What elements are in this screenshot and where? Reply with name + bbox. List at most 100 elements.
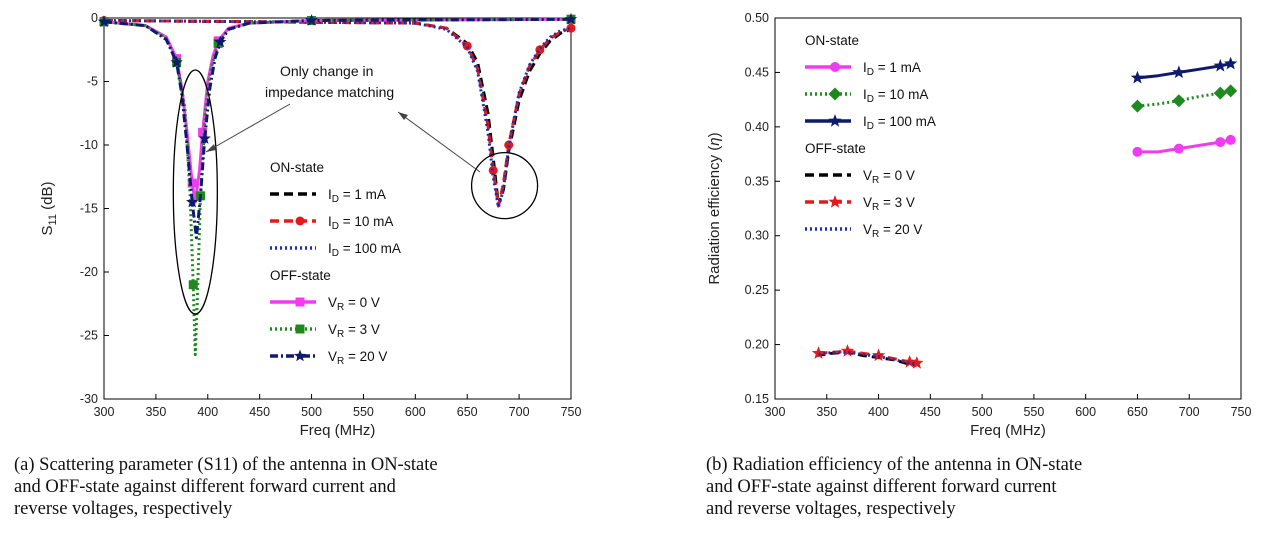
caption-b: (b) Radiation efficiency of the antenna … bbox=[706, 455, 1083, 519]
data-point bbox=[305, 14, 318, 26]
x-tick-label: 750 bbox=[1231, 405, 1252, 419]
data-point bbox=[1172, 65, 1186, 79]
data-point bbox=[198, 127, 208, 137]
legend-label-0: ID = 1 mA bbox=[328, 187, 386, 205]
caption-a: (a) Scattering parameter (S11) of the an… bbox=[14, 455, 438, 519]
y-tick-label: -10 bbox=[80, 138, 98, 152]
legend-swatch-marker bbox=[295, 216, 305, 226]
legend-group-title: OFF-state bbox=[805, 141, 866, 156]
x-tick-label: 500 bbox=[972, 405, 993, 419]
annotation-arrow-right bbox=[397, 111, 481, 173]
data-point bbox=[1225, 134, 1236, 145]
data-point bbox=[188, 280, 198, 290]
y-tick-label: -25 bbox=[80, 329, 98, 343]
data-point bbox=[1132, 146, 1143, 157]
data-point bbox=[840, 344, 855, 357]
series-2 bbox=[1130, 56, 1238, 84]
data-point bbox=[1172, 94, 1186, 108]
x-tick-label: 300 bbox=[765, 405, 786, 419]
x-tick-label: 350 bbox=[816, 405, 837, 419]
annotation-arrowhead-right bbox=[398, 112, 408, 120]
legend-swatch-marker bbox=[295, 324, 305, 334]
annotation-arrowhead-left bbox=[206, 144, 216, 152]
x-tick-label: 450 bbox=[249, 405, 270, 419]
annotation-text-line-2: impedance matching bbox=[265, 84, 394, 100]
legend-group-title: ON-state bbox=[805, 33, 859, 48]
data-point bbox=[1213, 58, 1227, 72]
y-tick-label: 0 bbox=[91, 11, 98, 25]
y-tick-label: 0.15 bbox=[745, 392, 769, 406]
x-tick-label: 400 bbox=[868, 405, 889, 419]
legend-label-2: ID = 100 mA bbox=[863, 114, 936, 132]
series-line bbox=[818, 349, 918, 365]
data-point bbox=[1130, 70, 1145, 84]
x-tick-label: 400 bbox=[197, 405, 218, 419]
data-point bbox=[1224, 56, 1238, 70]
x-tick-label: 600 bbox=[405, 405, 426, 419]
x-tick-label: 700 bbox=[1179, 405, 1200, 419]
data-point bbox=[1224, 84, 1238, 98]
data-point bbox=[871, 348, 886, 362]
data-point bbox=[170, 55, 183, 68]
data-point bbox=[910, 356, 924, 369]
data-point bbox=[198, 132, 211, 144]
x-tick-label: 350 bbox=[145, 405, 166, 419]
data-point bbox=[564, 12, 578, 25]
y-tick-label: 0.20 bbox=[745, 338, 769, 352]
legend-label-4: VR = 3 V bbox=[863, 195, 915, 213]
series-2 bbox=[103, 19, 572, 209]
x-tick-label: 550 bbox=[353, 405, 374, 419]
data-point bbox=[1173, 143, 1184, 154]
y-axis-label: S11 (dB) bbox=[39, 182, 59, 236]
y-tick-label: 0.50 bbox=[745, 11, 769, 25]
circle-annotation-high-band bbox=[470, 151, 539, 220]
series-4 bbox=[811, 344, 924, 369]
data-point bbox=[214, 35, 227, 48]
x-tick-label: 550 bbox=[1023, 405, 1044, 419]
legend-swatch-marker bbox=[828, 195, 842, 208]
legend-label-4: VR = 3 V bbox=[328, 322, 380, 340]
x-axis-label: Freq (MHz) bbox=[300, 422, 376, 439]
legend-group-title: OFF-state bbox=[270, 268, 331, 283]
x-tick-label: 650 bbox=[1127, 405, 1148, 419]
x-axis-label: Freq (MHz) bbox=[970, 422, 1046, 439]
legend-swatch-marker bbox=[293, 349, 307, 362]
y-tick-label: -5 bbox=[87, 75, 98, 89]
x-tick-label: 650 bbox=[457, 405, 478, 419]
y-tick-label: 0.45 bbox=[745, 65, 769, 79]
y-tick-label: 0.25 bbox=[745, 283, 769, 297]
y-tick-label: -20 bbox=[80, 265, 98, 279]
series-5 bbox=[97, 12, 578, 240]
legend-label-3: VR = 0 V bbox=[328, 295, 380, 313]
ellipse-annotation-low-band bbox=[172, 69, 218, 315]
legend-label-5: VR = 20 V bbox=[863, 222, 922, 240]
legend: ON-state ID = 1 mA ID = 10 mA ID = 100 mA OF… bbox=[270, 160, 401, 367]
legend-swatch-marker bbox=[828, 114, 842, 127]
y-tick-label: 0.35 bbox=[745, 174, 769, 188]
data-point bbox=[186, 195, 199, 208]
x-tick-label: 450 bbox=[920, 405, 941, 419]
data-point bbox=[566, 23, 576, 33]
series-1 bbox=[1130, 84, 1238, 113]
y-axis-label: Radiation efficiency (η) bbox=[706, 132, 723, 284]
x-tick-label: 600 bbox=[1075, 405, 1096, 419]
legend-label-1: ID = 10 mA bbox=[863, 87, 928, 105]
data-point bbox=[1213, 86, 1227, 100]
annotation-text-line-1: Only change in bbox=[280, 63, 373, 79]
legend-label-2: ID = 100 mA bbox=[328, 241, 401, 259]
y-tick-label: -15 bbox=[80, 202, 98, 216]
legend-group-title: ON-state bbox=[270, 160, 324, 175]
data-point bbox=[97, 15, 111, 28]
x-tick-label: 750 bbox=[561, 405, 582, 419]
x-tick-label: 300 bbox=[94, 405, 115, 419]
legend-swatch-marker bbox=[830, 62, 840, 72]
legend: ON-state ID = 1 mA ID = 10 mA ID = 100 mA OF… bbox=[805, 33, 936, 240]
series-0 bbox=[1132, 134, 1236, 157]
data-point bbox=[488, 165, 498, 175]
x-tick-label: 500 bbox=[301, 405, 322, 419]
legend-swatch-marker bbox=[828, 87, 842, 101]
y-tick-label: 0.40 bbox=[745, 120, 769, 134]
data-point bbox=[811, 346, 826, 359]
series-line bbox=[103, 19, 572, 209]
legend-label-5: VR = 20 V bbox=[328, 349, 387, 367]
